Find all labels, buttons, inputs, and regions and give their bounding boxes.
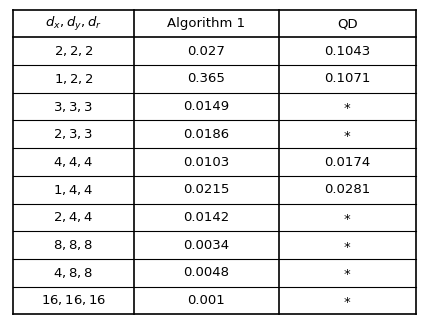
Text: 0.0174: 0.0174 bbox=[324, 156, 371, 168]
Text: $*$: $*$ bbox=[344, 266, 352, 279]
Text: 0.027: 0.027 bbox=[187, 45, 225, 58]
Text: $*$: $*$ bbox=[344, 128, 352, 141]
Text: QD: QD bbox=[337, 17, 358, 30]
Text: 0.1043: 0.1043 bbox=[324, 45, 371, 58]
Text: $*$: $*$ bbox=[344, 294, 352, 307]
Text: $2, 2, 2$: $2, 2, 2$ bbox=[54, 44, 93, 58]
Text: $1, 2, 2$: $1, 2, 2$ bbox=[54, 72, 93, 86]
Text: 0.0149: 0.0149 bbox=[183, 100, 230, 113]
Text: $*$: $*$ bbox=[344, 238, 352, 251]
Text: $2, 4, 4$: $2, 4, 4$ bbox=[53, 210, 94, 225]
Text: $4, 8, 8$: $4, 8, 8$ bbox=[53, 266, 94, 280]
Text: 0.0103: 0.0103 bbox=[183, 156, 230, 168]
Text: $*$: $*$ bbox=[344, 211, 352, 224]
Text: 0.1071: 0.1071 bbox=[324, 73, 371, 86]
Text: 0.001: 0.001 bbox=[187, 294, 225, 307]
Text: $d_x, d_y, d_r$: $d_x, d_y, d_r$ bbox=[45, 15, 102, 33]
Text: $4, 4, 4$: $4, 4, 4$ bbox=[53, 155, 94, 169]
Text: $8, 8, 8$: $8, 8, 8$ bbox=[53, 238, 94, 252]
Text: $2, 3, 3$: $2, 3, 3$ bbox=[54, 127, 93, 141]
Text: Algorithm 1: Algorithm 1 bbox=[167, 17, 245, 30]
Text: $16, 16, 16$: $16, 16, 16$ bbox=[41, 294, 106, 307]
Text: 0.0142: 0.0142 bbox=[183, 211, 230, 224]
Text: 0.0034: 0.0034 bbox=[183, 238, 230, 251]
Text: 0.365: 0.365 bbox=[187, 73, 225, 86]
Text: 0.0048: 0.0048 bbox=[184, 266, 230, 279]
Text: $*$: $*$ bbox=[344, 100, 352, 113]
Text: 0.0186: 0.0186 bbox=[183, 128, 230, 141]
Text: 0.0281: 0.0281 bbox=[324, 183, 371, 196]
Text: $3, 3, 3$: $3, 3, 3$ bbox=[54, 99, 93, 114]
Text: $1, 4, 4$: $1, 4, 4$ bbox=[53, 183, 94, 197]
Text: 0.0215: 0.0215 bbox=[183, 183, 230, 196]
